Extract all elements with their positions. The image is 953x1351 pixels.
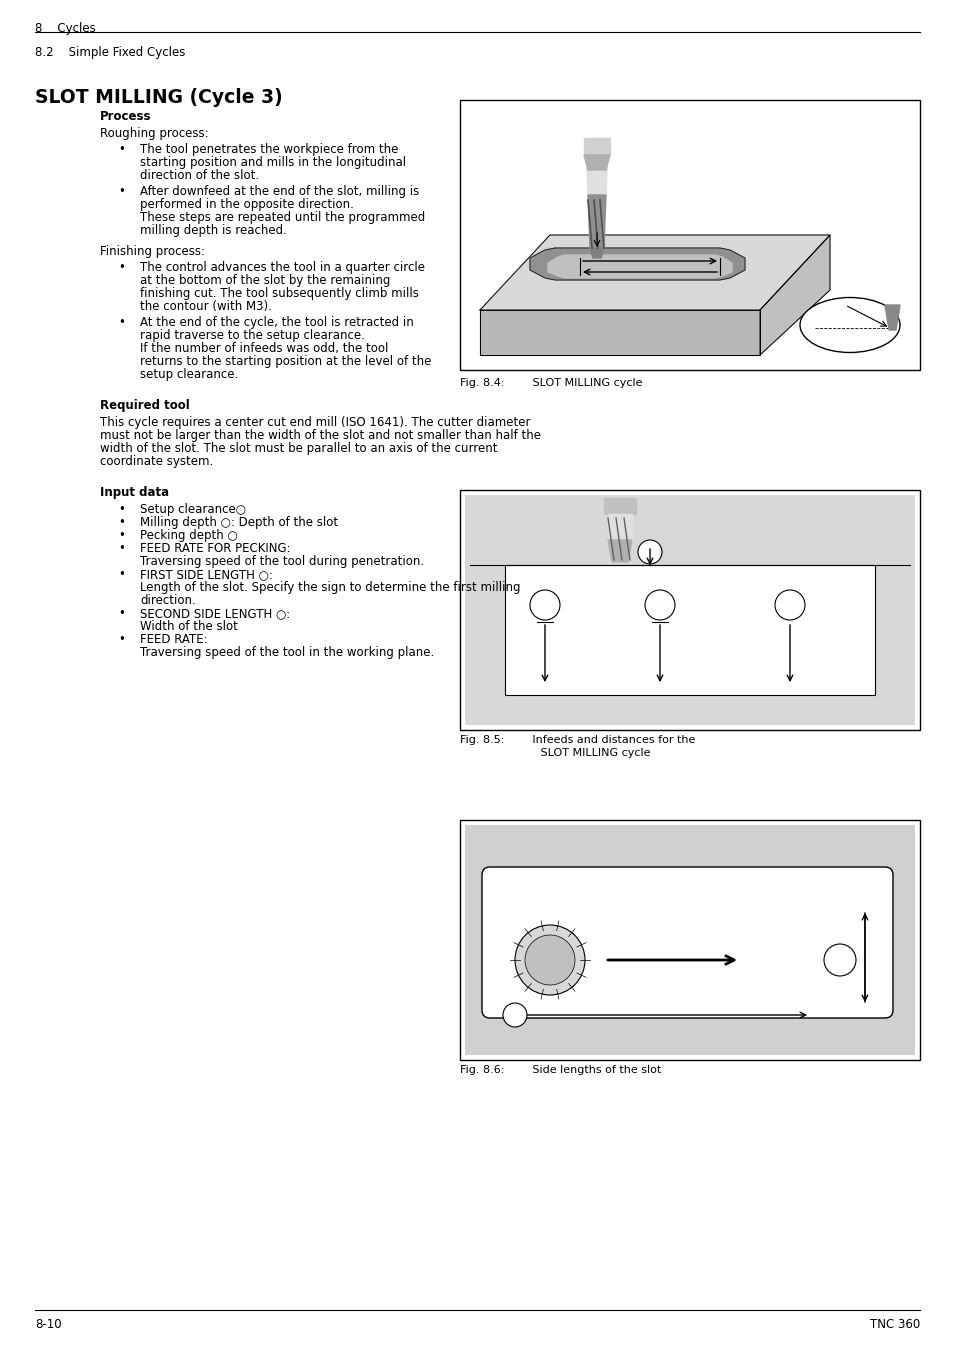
- Text: 8    Cycles: 8 Cycles: [35, 22, 95, 35]
- Text: Fig. 8.4:        SLOT MILLING cycle: Fig. 8.4: SLOT MILLING cycle: [459, 378, 641, 388]
- Text: FEED RATE:: FEED RATE:: [140, 634, 208, 646]
- Text: Width of the slot: Width of the slot: [140, 620, 237, 634]
- Text: •: •: [118, 542, 125, 555]
- Circle shape: [530, 590, 559, 620]
- Text: •: •: [118, 516, 125, 530]
- Text: Milling depth ○: Depth of the slot: Milling depth ○: Depth of the slot: [140, 516, 337, 530]
- Circle shape: [515, 925, 584, 994]
- Bar: [504, 565, 874, 694]
- Polygon shape: [479, 309, 760, 355]
- Bar: [464, 494, 914, 725]
- Text: finishing cut. The tool subsequently climb mills: finishing cut. The tool subsequently cli…: [140, 286, 418, 300]
- Text: •: •: [118, 261, 125, 274]
- Polygon shape: [760, 235, 829, 355]
- Text: At the end of the cycle, the tool is retracted in: At the end of the cycle, the tool is ret…: [140, 316, 414, 330]
- Text: Roughing process:: Roughing process:: [100, 127, 209, 141]
- Text: Fig. 8.5:        Infeeds and distances for the: Fig. 8.5: Infeeds and distances for the: [459, 735, 695, 744]
- Text: These steps are repeated until the programmed: These steps are repeated until the progr…: [140, 211, 425, 224]
- Text: •: •: [118, 567, 125, 581]
- Bar: [459, 490, 919, 730]
- Polygon shape: [585, 149, 607, 195]
- Polygon shape: [530, 249, 744, 280]
- Text: •: •: [118, 185, 125, 199]
- Text: Process: Process: [100, 109, 152, 123]
- Text: •: •: [118, 143, 125, 155]
- Text: SECOND SIDE LENGTH ○:: SECOND SIDE LENGTH ○:: [140, 607, 290, 620]
- Text: This cycle requires a center cut end mill (ISO 1641). The cutter diameter: This cycle requires a center cut end mil…: [100, 416, 530, 430]
- Text: •: •: [118, 316, 125, 330]
- Text: Pecking depth ○: Pecking depth ○: [140, 530, 237, 542]
- Text: If the number of infeeds was odd, the tool: If the number of infeeds was odd, the to…: [140, 342, 388, 355]
- Text: must not be larger than the width of the slot and not smaller than half the: must not be larger than the width of the…: [100, 430, 540, 442]
- Text: •: •: [118, 503, 125, 516]
- Polygon shape: [587, 195, 605, 249]
- Text: •: •: [118, 607, 125, 620]
- Text: performed in the opposite direction.: performed in the opposite direction.: [140, 199, 354, 211]
- Ellipse shape: [800, 297, 899, 353]
- Text: FEED RATE FOR PECKING:: FEED RATE FOR PECKING:: [140, 542, 291, 555]
- Text: The tool penetrates the workpiece from the: The tool penetrates the workpiece from t…: [140, 143, 398, 155]
- Polygon shape: [479, 235, 829, 309]
- Circle shape: [524, 935, 575, 985]
- Polygon shape: [583, 155, 609, 170]
- Bar: [464, 825, 914, 1055]
- Text: 8-10: 8-10: [35, 1319, 62, 1331]
- Text: width of the slot. The slot must be parallel to an axis of the current: width of the slot. The slot must be para…: [100, 442, 497, 455]
- Circle shape: [774, 590, 804, 620]
- Text: TNC 360: TNC 360: [869, 1319, 919, 1331]
- Text: milling depth is reached.: milling depth is reached.: [140, 224, 287, 236]
- Circle shape: [638, 540, 661, 563]
- Polygon shape: [589, 249, 603, 258]
- Text: setup clearance.: setup clearance.: [140, 367, 238, 381]
- Text: at the bottom of the slot by the remaining: at the bottom of the slot by the remaini…: [140, 274, 390, 286]
- Polygon shape: [884, 305, 899, 330]
- Text: Required tool: Required tool: [100, 399, 190, 412]
- Bar: [459, 820, 919, 1061]
- Polygon shape: [607, 540, 631, 562]
- Text: Traversing speed of the tool during penetration.: Traversing speed of the tool during pene…: [140, 555, 424, 567]
- Circle shape: [644, 590, 675, 620]
- Text: Finishing process:: Finishing process:: [100, 245, 205, 258]
- Polygon shape: [603, 499, 636, 513]
- Polygon shape: [547, 255, 731, 278]
- Text: •: •: [118, 634, 125, 646]
- Text: Input data: Input data: [100, 486, 169, 499]
- Polygon shape: [583, 138, 609, 155]
- Text: 8.2    Simple Fixed Cycles: 8.2 Simple Fixed Cycles: [35, 46, 185, 59]
- Text: the contour (with M3).: the contour (with M3).: [140, 300, 272, 313]
- Text: coordinate system.: coordinate system.: [100, 455, 213, 467]
- Text: Traversing speed of the tool in the working plane.: Traversing speed of the tool in the work…: [140, 646, 434, 659]
- Text: Setup clearance○: Setup clearance○: [140, 503, 246, 516]
- Text: direction.: direction.: [140, 594, 195, 607]
- Text: returns to the starting position at the level of the: returns to the starting position at the …: [140, 355, 431, 367]
- Text: •: •: [118, 530, 125, 542]
- Text: FIRST SIDE LENGTH ○:: FIRST SIDE LENGTH ○:: [140, 567, 273, 581]
- Text: rapid traverse to the setup clearance.: rapid traverse to the setup clearance.: [140, 330, 364, 342]
- Text: SLOT MILLING (Cycle 3): SLOT MILLING (Cycle 3): [35, 88, 282, 107]
- Polygon shape: [607, 513, 631, 540]
- Text: starting position and mills in the longitudinal: starting position and mills in the longi…: [140, 155, 406, 169]
- Text: direction of the slot.: direction of the slot.: [140, 169, 259, 182]
- Text: SLOT MILLING cycle: SLOT MILLING cycle: [459, 748, 650, 758]
- Circle shape: [502, 1002, 526, 1027]
- Bar: [459, 100, 919, 370]
- Text: Fig. 8.6:        Side lengths of the slot: Fig. 8.6: Side lengths of the slot: [459, 1065, 660, 1075]
- Text: Length of the slot. Specify the sign to determine the first milling: Length of the slot. Specify the sign to …: [140, 581, 520, 594]
- Text: The control advances the tool in a quarter circle: The control advances the tool in a quart…: [140, 261, 424, 274]
- Circle shape: [823, 944, 855, 975]
- Text: After downfeed at the end of the slot, milling is: After downfeed at the end of the slot, m…: [140, 185, 418, 199]
- FancyBboxPatch shape: [481, 867, 892, 1019]
